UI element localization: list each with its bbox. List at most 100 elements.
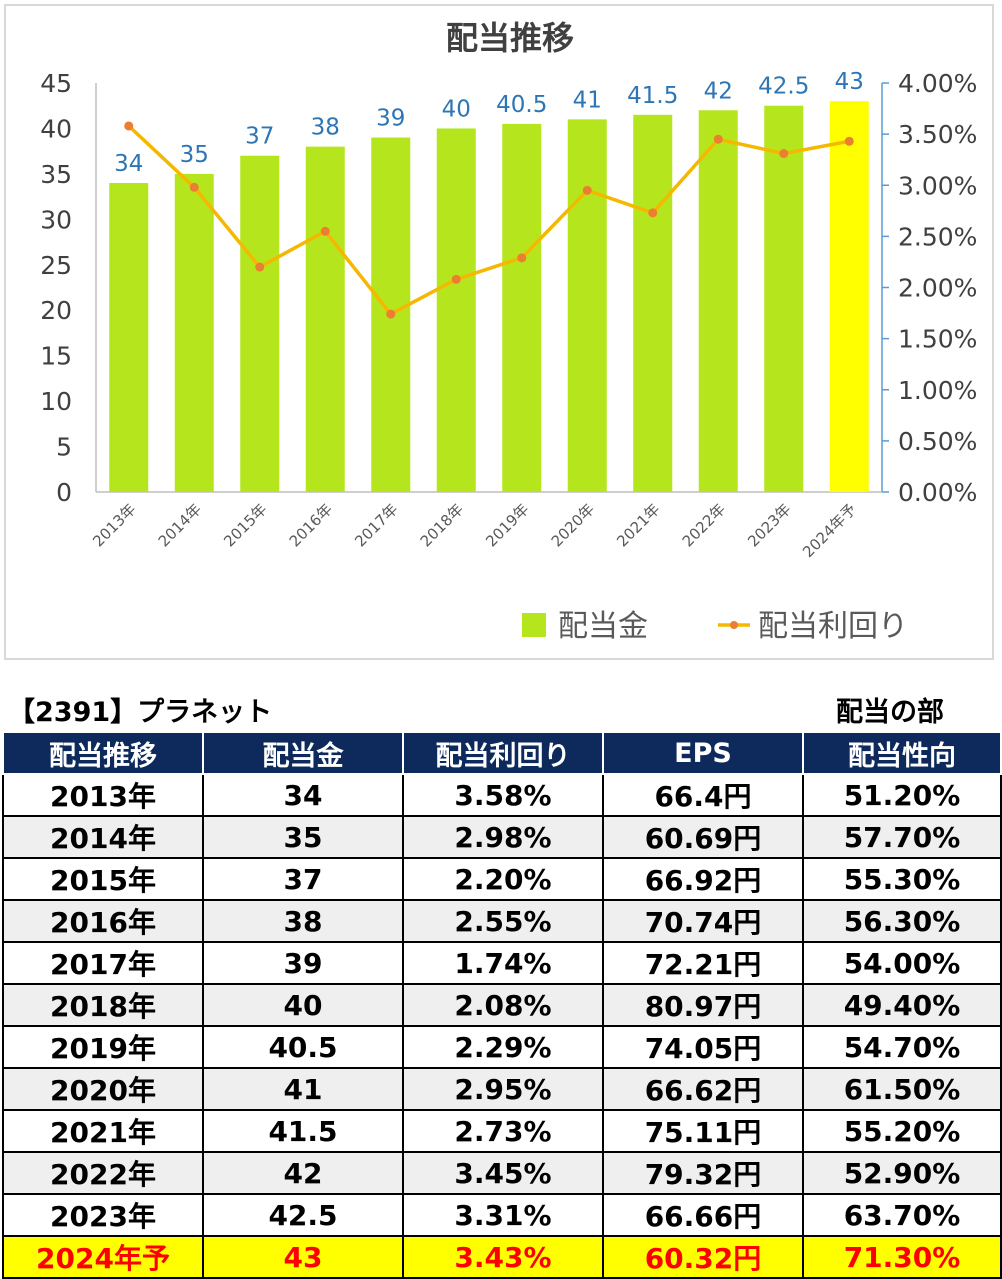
bar-data-label: 39: [376, 106, 405, 132]
table-cell: 57.70%: [802, 815, 1002, 859]
x-tick-label: 2024年予: [799, 500, 860, 561]
line-point-yield: [582, 185, 592, 195]
table-cell: 2022年: [2, 1151, 204, 1195]
table-cell: 71.30%: [802, 1235, 1002, 1279]
table-cell: 63.70%: [802, 1193, 1002, 1237]
table-cell: 3.58%: [402, 773, 604, 817]
table-row: 2014年 35 2.98% 60.69円 57.70%: [2, 815, 1002, 859]
table-cell: 35: [202, 815, 404, 859]
chart-container: 配当推移 0 5 10 15 20 25 30 35 40 45 0.00% 0.50% 1.00% 1.5…: [4, 4, 994, 660]
table-cell: 3.31%: [402, 1193, 604, 1237]
bar-data-label: 38: [311, 115, 340, 141]
bar-dividend: [567, 119, 607, 492]
table-cell: 42.5: [202, 1193, 404, 1237]
table-cell: 2019年: [2, 1025, 204, 1069]
table-row: 2013年 34 3.58% 66.4円 51.20%: [2, 773, 1002, 817]
table-cell: 74.05円: [602, 1025, 804, 1069]
line-point-yield: [779, 149, 789, 159]
x-tick-label: 2023年: [744, 500, 794, 550]
y-tick-label: 25: [40, 251, 72, 280]
line-point-yield: [451, 274, 461, 284]
chart-title: 配当推移: [446, 19, 574, 57]
table-row: 2016年 38 2.55% 70.74円 56.30%: [2, 899, 1002, 943]
table-cell: 2.20%: [402, 857, 604, 901]
y2-tick-label: 3.00%: [898, 171, 977, 200]
table-cell: 2020年: [2, 1067, 204, 1111]
table-cell: 80.97円: [602, 983, 804, 1027]
y2-tick-label: 2.50%: [898, 222, 977, 251]
table-row: 2015年 37 2.20% 66.92円 55.30%: [2, 857, 1002, 901]
table-cell: 70.74円: [602, 899, 804, 943]
table-cell: 56.30%: [802, 899, 1002, 943]
table-cell: 42: [202, 1151, 404, 1195]
table-cell: 49.40%: [802, 983, 1002, 1027]
bar-dividend: [240, 155, 280, 492]
table-row: 2020年 41 2.95% 66.62円 61.50%: [2, 1067, 1002, 1111]
x-tick-label: 2018年: [417, 500, 467, 550]
bar-data-label: 41.5: [627, 83, 678, 109]
table-cell: 66.66円: [602, 1193, 804, 1237]
legend-label-dividend: 配当金: [558, 609, 648, 644]
bar-data-label: 37: [245, 124, 274, 150]
table-cell: 34: [202, 773, 404, 817]
y2-tick-label: 3.50%: [898, 120, 977, 149]
column-header-2: 配当利回り: [402, 731, 604, 775]
y-tick-label: 35: [40, 160, 72, 189]
legend-swatch-dividend: [522, 613, 546, 637]
table-cell: 2016年: [2, 899, 204, 943]
dividend-table: 配当推移 配当金 配当利回り EPS 配当性向 2013年 34 3.58% 66.4円 51.…: [2, 731, 1002, 1279]
table-cell: 41.5: [202, 1109, 404, 1153]
column-header-1: 配当金: [202, 731, 404, 775]
table-cell: 2.29%: [402, 1025, 604, 1069]
table-cell: 3.45%: [402, 1151, 604, 1195]
table-cell: 55.30%: [802, 857, 1002, 901]
table-cell: 61.50%: [802, 1067, 1002, 1111]
bar-dividend: [109, 182, 149, 492]
dividend-chart: 配当推移 0 5 10 15 20 25 30 35 40 45 0.00% 0.50% 1.00% 1.5…: [40, 19, 977, 644]
table-cell: 52.90%: [802, 1151, 1002, 1195]
bar-dividend: [502, 123, 542, 493]
table-cell: 43: [202, 1235, 404, 1279]
table-cell: 2.73%: [402, 1109, 604, 1153]
x-tick-label: 2015年: [220, 500, 270, 550]
table-cell: 40: [202, 983, 404, 1027]
table-row: 2019年 40.5 2.29% 74.05円 54.70%: [2, 1025, 1002, 1069]
legend-marker-yield: [730, 621, 738, 629]
table-cell: 39: [202, 941, 404, 985]
table-cell: 2021年: [2, 1109, 204, 1153]
table-cell: 60.32円: [602, 1235, 804, 1279]
column-header-0: 配当推移: [2, 731, 204, 775]
x-tick-label: 2019年: [482, 500, 532, 550]
table-cell: 2024年予: [2, 1235, 204, 1279]
x-tick-label: 2020年: [548, 500, 598, 550]
bar-dividend: [174, 173, 214, 492]
line-point-yield: [844, 136, 854, 146]
line-point-yield: [124, 121, 134, 131]
table-cell: 79.32円: [602, 1151, 804, 1195]
table-row: 2023年 42.5 3.31% 66.66円 63.70%: [2, 1193, 1002, 1237]
y-tick-label: 40: [40, 114, 72, 143]
table-cell: 2015年: [2, 857, 204, 901]
column-header-4: 配当性向: [802, 731, 1002, 775]
bar-dividend: [436, 128, 476, 492]
x-tick-label: 2014年: [155, 500, 205, 550]
y-tick-label: 5: [56, 433, 72, 462]
line-point-yield: [255, 262, 265, 272]
table-cell: 54.00%: [802, 941, 1002, 985]
line-point-yield: [713, 134, 723, 144]
table-cell: 72.21円: [602, 941, 804, 985]
legend-label-yield: 配当利回り: [758, 609, 908, 644]
bar-data-label: 42.5: [758, 74, 809, 100]
table-header-row: 配当推移 配当金 配当利回り EPS 配当性向: [2, 731, 1002, 775]
table-cell: 55.20%: [802, 1109, 1002, 1153]
bar-data-label: 40: [442, 96, 471, 122]
table-cell: 66.92円: [602, 857, 804, 901]
y-tick-label: 10: [40, 387, 72, 416]
bar-data-label: 35: [180, 142, 209, 168]
x-tick-label: 2013年: [89, 500, 139, 550]
y-tick-label: 20: [40, 296, 72, 325]
table-body: 2013年 34 3.58% 66.4円 51.20% 2014年 35 2.98% 60.69…: [2, 773, 1002, 1279]
bar-data-label: 40.5: [496, 92, 547, 118]
line-point-yield: [320, 226, 330, 236]
bar-dividend: [305, 146, 345, 492]
